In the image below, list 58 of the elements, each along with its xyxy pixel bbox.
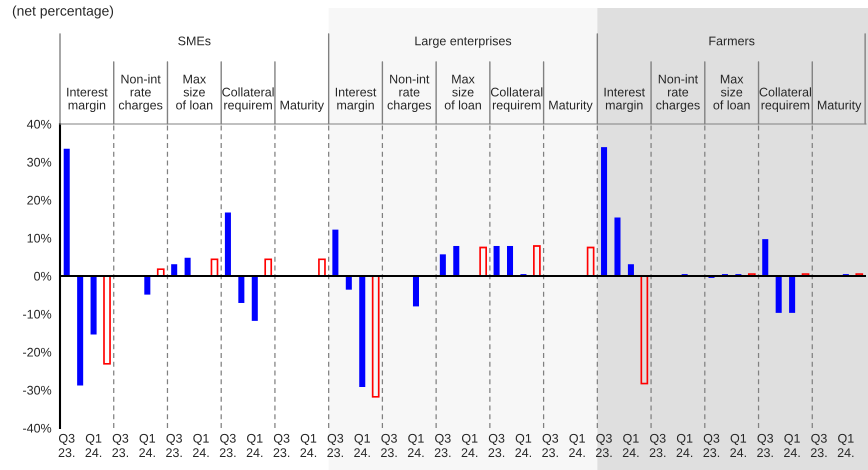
x-tick-label: Q3 23. — [381, 434, 397, 458]
x-tick-label: Q1 24. — [192, 434, 209, 457]
y-tick-label: 10% — [28, 234, 52, 243]
text: Interest margin — [336, 88, 376, 112]
x-tick-label: Q3 23. — [166, 434, 182, 458]
x-tick-label: Q3 23. — [274, 434, 290, 458]
x-tick-label: Q1 24. — [569, 434, 585, 457]
x-tick-label: Q1 24. — [784, 434, 800, 457]
text: Non-int rate charges — [388, 74, 432, 112]
text: Collateral requirem — [222, 87, 274, 112]
text: Maturity — [818, 100, 862, 112]
x-tick-label: Q3 23. — [220, 434, 236, 458]
x-tick-label: Q3 23. — [327, 434, 344, 458]
text: Maturity — [549, 100, 593, 112]
x-tick-label: Q3 23. — [112, 434, 128, 458]
x-tick-label: Q1 24. — [139, 434, 156, 457]
x-tick-label: Q1 24. — [300, 434, 316, 457]
x-tick-label: Q1 24. — [676, 434, 692, 457]
y-tick-label: -40% — [23, 424, 52, 433]
text: Max size of loan — [713, 74, 750, 110]
text: Interest margin — [604, 88, 645, 112]
y-tick-label: 0% — [34, 272, 52, 281]
y-tick-label: 40% — [26, 120, 52, 129]
x-tick-label: Q1 24. — [86, 434, 102, 457]
text: Collateral requirem — [490, 87, 542, 112]
text: Large enterprises — [415, 36, 512, 48]
text: Max size of loan — [176, 74, 212, 110]
x-tick-label: Q3 23. — [488, 434, 504, 458]
x-tick-label: Q1 24. — [515, 434, 532, 457]
x-tick-label: Q1 24. — [354, 434, 370, 457]
x-tick-label: Q1 24. — [408, 434, 424, 457]
chart-title: (net percentage) — [12, 6, 114, 18]
y-tick-label: 20% — [27, 196, 52, 205]
text: Max size of loan — [444, 74, 481, 110]
y-tick-label: -20% — [23, 348, 52, 357]
x-tick-label: Q1 24. — [622, 434, 639, 457]
text: Interest margin — [67, 88, 108, 112]
x-tick-label: Q3 23. — [757, 434, 774, 458]
text: Farmers — [709, 36, 754, 46]
x-tick-label: Q3 23. — [596, 434, 612, 458]
text: Collateral requirem — [760, 87, 811, 112]
x-tick-label: Q3 23. — [58, 434, 75, 458]
x-tick-label: Q3 23. — [650, 434, 666, 458]
y-tick-label: 30% — [27, 158, 52, 167]
y-tick-label: -10% — [23, 310, 52, 319]
y-tick-label: -30% — [23, 386, 52, 395]
text: SMEs — [178, 36, 211, 46]
x-tick-label: Q3 23. — [542, 434, 558, 458]
x-tick-label: Q3 23. — [810, 434, 827, 458]
text: Maturity — [280, 100, 324, 112]
x-tick-label: Q3 23. — [434, 434, 451, 458]
x-tick-label: Q1 24. — [462, 434, 478, 457]
x-tick-label: Q1 24. — [246, 434, 263, 457]
x-tick-label: Q1 24. — [838, 434, 854, 457]
x-tick-label: Q1 24. — [730, 434, 746, 457]
x-tick-label: Q3 23. — [703, 434, 720, 458]
text: Non-int rate charges — [118, 74, 162, 112]
text: Non-int rate charges — [656, 74, 700, 112]
